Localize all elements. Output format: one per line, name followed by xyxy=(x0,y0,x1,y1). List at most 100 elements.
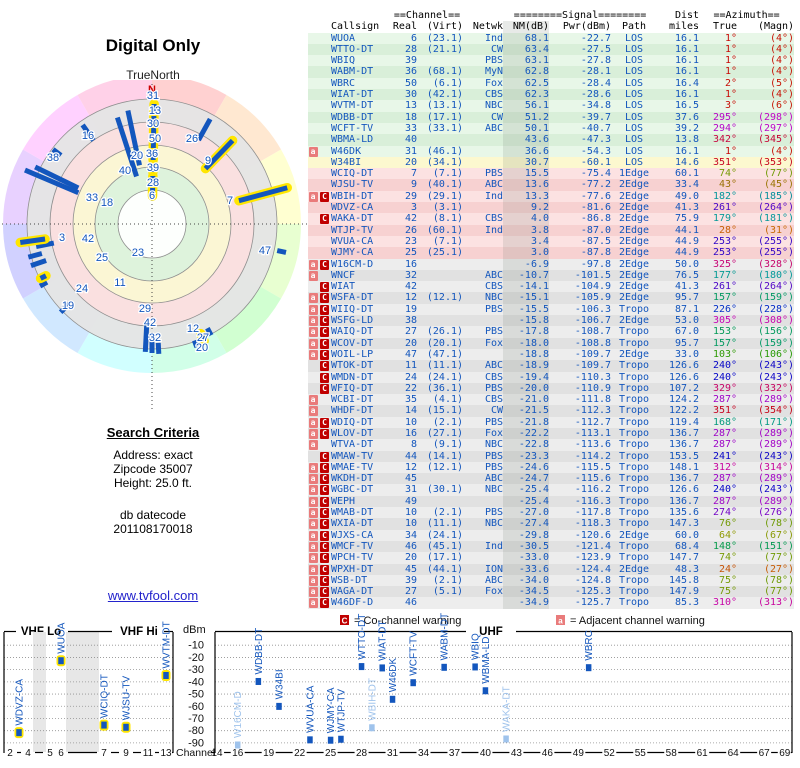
callsign-cell[interactable]: WVTM-DT xyxy=(331,100,374,112)
co-channel-warning-marker: C xyxy=(318,225,331,236)
co-channel-warning-marker: C xyxy=(318,146,331,157)
co-channel-warning-marker: C xyxy=(318,100,331,111)
power-cell: -120.6 xyxy=(574,529,612,541)
network-cell: PBS xyxy=(484,507,504,519)
callsign-cell[interactable]: WGBC-DT xyxy=(331,484,374,496)
azimuth-magnetic-cell: (67°) xyxy=(763,529,795,541)
network-cell: CW xyxy=(490,405,504,417)
callsign-cell[interactable]: WBMA-LD xyxy=(331,134,374,146)
azimuth-true-cell: 179° xyxy=(712,213,738,225)
callsign-cell[interactable]: WFIQ-DT xyxy=(331,382,374,394)
header-channel: ==Channel== xyxy=(393,10,461,21)
virtual-channel-cell xyxy=(417,597,463,608)
channel-tick-label: 22 xyxy=(294,748,306,759)
callsign-cell[interactable]: WIAT-DT xyxy=(331,89,374,101)
callsign-cell[interactable]: WVUA-CA xyxy=(331,235,374,247)
callsign-cell[interactable]: WABM-DT xyxy=(331,66,374,78)
path-cell: LOS xyxy=(625,55,644,67)
callsign-cell[interactable]: WJXS-CA xyxy=(331,529,374,541)
callsign-cell[interactable]: WBRC xyxy=(331,77,356,89)
callsign-cell[interactable]: WTVA-DT xyxy=(331,439,374,451)
co-channel-warning-marker: C xyxy=(318,168,331,179)
callsign-cell[interactable]: WIAT xyxy=(331,281,356,293)
callsign-cell[interactable]: WDIQ-DT xyxy=(331,416,374,428)
channel-tick-label: 7 xyxy=(101,748,107,759)
callsign-cell[interactable]: WJMY-CA xyxy=(331,247,374,259)
callsign-cell[interactable]: W34BI xyxy=(331,156,362,168)
callsign-cell[interactable]: WTTO-DT xyxy=(331,43,374,55)
callsign-cell[interactable]: WAGA-DT xyxy=(331,586,374,598)
virtual-channel-cell: (23.1) xyxy=(426,32,464,44)
callsign-cell[interactable]: WPXH-DT xyxy=(331,563,374,575)
callsign-cell[interactable]: WMAB-DT xyxy=(331,507,374,519)
callsign-cell[interactable]: WEPH xyxy=(331,495,356,507)
power-cell: -28.4 xyxy=(580,77,612,89)
callsign-cell[interactable]: WSFG-LD xyxy=(331,315,374,327)
real-channel-cell: 3 xyxy=(410,202,417,214)
callsign-cell[interactable]: WNCF xyxy=(331,269,356,281)
callsign-cell[interactable]: W46DF-D xyxy=(331,597,374,609)
callsign-cell[interactable]: WAKA-DT xyxy=(331,213,374,225)
noise-margin-cell: -24.6 xyxy=(503,461,550,474)
callsign-cell[interactable]: WXIA-DT xyxy=(331,518,374,530)
power-cell: -101.5 xyxy=(574,269,612,281)
callsign-cell[interactable]: WCIQ-DT xyxy=(331,168,374,180)
callsign-cell[interactable]: WCBI-DT xyxy=(331,394,374,406)
callsign-cell[interactable]: WKDH-DT xyxy=(331,473,374,485)
callsign-cell[interactable]: WTOK-DT xyxy=(331,360,374,372)
callsign-cell[interactable]: W16CM-D xyxy=(331,258,374,270)
callsign-cell[interactable]: WOIL-LP xyxy=(331,348,374,360)
callsign-cell[interactable]: WLOV-DT xyxy=(331,427,374,439)
co-channel-warning-marker: C xyxy=(318,123,331,134)
co-channel-warning-marker: C xyxy=(318,417,331,428)
radar-channel-label: 6 xyxy=(149,190,155,202)
radar-channel-label: 19 xyxy=(62,300,74,312)
callsign-cell[interactable]: WBIH-DT xyxy=(331,190,374,202)
tvfool-link[interactable]: www.tvfool.com xyxy=(107,588,199,603)
vhf-gap-band xyxy=(66,632,99,752)
callsign-cell[interactable]: WCFT-TV xyxy=(331,122,374,134)
callsign-cell[interactable]: WAIQ-DT xyxy=(331,326,374,338)
callsign-cell[interactable]: W46DK xyxy=(331,145,362,157)
azimuth-magnetic-cell: (308°) xyxy=(757,315,795,327)
dbm-tick-label: -20 xyxy=(188,652,204,664)
azimuth-true-cell: 157° xyxy=(712,292,738,304)
callsign-cell[interactable]: WDBB-DT xyxy=(331,111,374,123)
callsign-cell[interactable]: WIIQ-DT xyxy=(331,303,374,315)
adjacent-warning-marker: a xyxy=(308,349,318,360)
table-row: a C WAGA-DT 27 (5.1) Fox -34.5 -125.3 Tropo 147.9… xyxy=(308,586,795,598)
callsign-cell[interactable]: WTJP-TV xyxy=(331,224,374,236)
callsign-cell[interactable]: WPCH-TV xyxy=(331,552,374,564)
adjacent-warning-marker: a xyxy=(308,66,318,77)
callsign-cell[interactable]: WBIQ xyxy=(331,55,356,67)
callsign-cell[interactable]: WMDN-DT xyxy=(331,371,374,383)
callsign-cell[interactable]: WJSU-TV xyxy=(331,179,374,191)
co-channel-warning-marker: C xyxy=(318,541,331,552)
callsign-cell[interactable]: WCOV-DT xyxy=(331,337,374,349)
co-channel-warning-marker: C xyxy=(318,270,331,281)
callsign-cell[interactable]: WSB-DT xyxy=(331,574,368,586)
radar-channel-label: 3 xyxy=(59,232,65,244)
adjacent-warning-marker: a xyxy=(308,360,318,371)
callsign-cell[interactable]: WHDF-DT xyxy=(331,405,374,417)
callsign-cell[interactable]: WMAE-TV xyxy=(331,461,374,473)
virtual-channel-cell: (15.1) xyxy=(426,405,464,417)
callsign-cell[interactable]: WMCF-TV xyxy=(331,540,374,552)
signal-bar-callsign-label: W34BI xyxy=(274,669,285,699)
azimuth-true-cell: 182° xyxy=(712,190,738,202)
callsign-cell[interactable]: WMAW-TV xyxy=(331,450,374,462)
radar-bar xyxy=(203,138,235,171)
azimuth-true-cell: 1° xyxy=(725,66,738,78)
power-cell: -77.6 xyxy=(580,190,612,202)
azimuth-magnetic-cell: (159°) xyxy=(757,337,795,349)
callsign-cell[interactable]: WSFA-DT xyxy=(331,292,374,304)
callsign-cell[interactable]: WUOA xyxy=(331,32,356,44)
azimuth-magnetic-cell: (264°) xyxy=(757,202,795,214)
power-cell: -124.8 xyxy=(574,574,612,586)
co-channel-warning-marker: C xyxy=(318,518,331,530)
callsign-cell[interactable]: WDVZ-CA xyxy=(331,202,374,214)
noise-margin-cell: -21.0 xyxy=(503,394,550,406)
table-row: aCWNCF 32 ABC-10.7 -101.5 2Edge 76.5 177° (180°… xyxy=(308,269,795,282)
